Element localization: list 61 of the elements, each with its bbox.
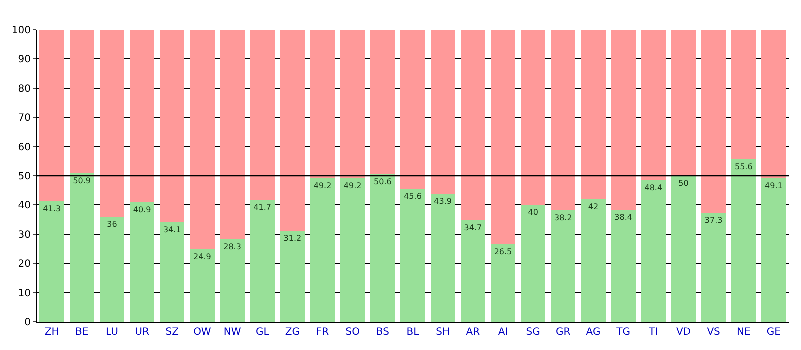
x-tick-label: VS: [707, 327, 720, 338]
data-label: 24.9: [194, 252, 212, 262]
y-tick-label: 90: [18, 54, 31, 66]
x-tick-label: SO: [346, 327, 360, 338]
y-tick-label: 50: [18, 172, 31, 182]
x-tick-label: GE: [766, 327, 781, 338]
data-label: 45.6: [404, 192, 422, 201]
data-label: 38.2: [554, 213, 572, 222]
x-tick-label: SH: [436, 327, 450, 338]
y-tick-label: 80: [18, 84, 31, 95]
x-tick-label: SZ: [166, 327, 180, 338]
x-tick-label: BL: [406, 327, 420, 338]
x-tick-label: ZH: [44, 327, 60, 338]
data-label: 34.1: [163, 225, 182, 234]
data-label: 31.2: [284, 234, 302, 243]
x-tick-label: VD: [676, 327, 692, 338]
data-label: 40: [528, 208, 538, 218]
data-label: 26.5: [494, 248, 512, 257]
data-label: 50.6: [374, 177, 392, 186]
data-label: 37.3: [704, 216, 723, 226]
data-label: 50: [678, 179, 689, 188]
y-tick-label: 70: [18, 113, 31, 124]
x-tick-label: SG: [526, 327, 540, 338]
x-tick-label: GR: [556, 327, 571, 338]
data-label: 49.1: [765, 182, 783, 191]
data-label: 49.2: [344, 181, 362, 190]
data-label: 36: [107, 220, 118, 229]
x-tick-label: UR: [135, 327, 150, 338]
x-tick-label: LU: [106, 327, 118, 338]
y-tick-label: 20: [18, 259, 31, 270]
y-tick-label: 0: [24, 318, 31, 328]
data-label: 43.9: [434, 196, 452, 206]
data-label: 28.3: [224, 242, 242, 252]
data-label: 55.6: [734, 162, 753, 172]
data-label: 42: [588, 202, 599, 212]
data-label: 34.7: [464, 224, 482, 233]
x-tick-label: GL: [256, 327, 270, 338]
data-label: 41.7: [254, 203, 272, 212]
x-tick-label: NW: [224, 327, 242, 338]
x-tick-label: OW: [194, 327, 212, 338]
data-label: 38.4: [614, 212, 632, 222]
y-tick-label: 30: [18, 230, 31, 241]
x-tick-label: AI: [498, 327, 508, 338]
data-label: 50.9: [73, 176, 92, 186]
data-label: 48.4: [644, 184, 663, 193]
data-label: 41.3: [43, 204, 61, 214]
x-tick-label: TG: [616, 327, 630, 338]
x-tick-label: FR: [316, 327, 330, 338]
data-label: 40.9: [133, 206, 152, 215]
data-label: 49.2: [314, 181, 332, 190]
x-tick-label: BS: [376, 327, 390, 338]
y-tick-label: 60: [18, 142, 31, 154]
y-tick-label: 40: [18, 200, 31, 212]
x-tick-label: BE: [76, 327, 89, 338]
x-tick-label: NE: [736, 327, 751, 338]
x-tick-label: AG: [586, 327, 601, 338]
y-tick-label: 10: [18, 288, 31, 300]
x-tick-label: AR: [466, 327, 480, 338]
x-tick-label: TI: [648, 327, 658, 338]
x-tick-label: ZG: [285, 327, 300, 338]
y-tick-label: 100: [12, 26, 31, 36]
